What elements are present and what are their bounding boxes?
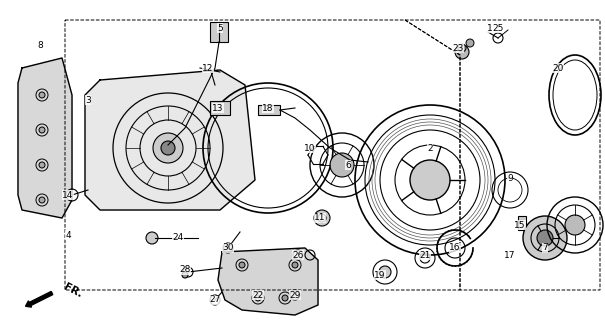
Text: 12: 12 xyxy=(202,63,214,73)
Circle shape xyxy=(466,39,474,47)
Circle shape xyxy=(39,162,45,168)
Text: 28: 28 xyxy=(179,266,191,275)
Text: 23: 23 xyxy=(453,44,463,52)
Text: FR.: FR. xyxy=(62,282,84,300)
Text: 13: 13 xyxy=(212,103,224,113)
Text: 6: 6 xyxy=(345,161,351,170)
Circle shape xyxy=(282,295,288,301)
Circle shape xyxy=(153,133,183,163)
Text: 30: 30 xyxy=(222,244,234,252)
Circle shape xyxy=(255,295,261,301)
Text: 18: 18 xyxy=(262,103,273,113)
Circle shape xyxy=(314,210,330,226)
Polygon shape xyxy=(18,58,72,218)
Circle shape xyxy=(458,44,466,52)
Text: 22: 22 xyxy=(252,291,264,300)
Text: 25: 25 xyxy=(492,23,504,33)
Circle shape xyxy=(455,45,469,59)
Text: 19: 19 xyxy=(374,270,386,279)
FancyArrow shape xyxy=(25,292,53,307)
Text: 3: 3 xyxy=(85,95,91,105)
Circle shape xyxy=(239,262,245,268)
Circle shape xyxy=(537,230,553,246)
Text: 20: 20 xyxy=(552,63,564,73)
Text: 5: 5 xyxy=(217,23,223,33)
Circle shape xyxy=(182,272,188,278)
Text: 8: 8 xyxy=(37,41,43,50)
Text: 14: 14 xyxy=(62,190,74,199)
Text: 27: 27 xyxy=(209,295,221,305)
Bar xyxy=(210,101,230,115)
Text: 4: 4 xyxy=(65,230,71,239)
Text: 16: 16 xyxy=(450,244,461,252)
Polygon shape xyxy=(85,70,255,210)
Text: 1: 1 xyxy=(487,23,493,33)
Text: 10: 10 xyxy=(304,143,316,153)
Text: 21: 21 xyxy=(419,251,431,260)
Bar xyxy=(258,105,280,115)
Text: 11: 11 xyxy=(314,213,325,222)
Circle shape xyxy=(39,197,45,203)
Circle shape xyxy=(223,243,233,253)
Circle shape xyxy=(523,216,567,260)
Text: 17: 17 xyxy=(504,251,515,260)
Circle shape xyxy=(146,232,158,244)
Circle shape xyxy=(330,153,354,177)
Bar xyxy=(518,216,526,230)
Text: 24: 24 xyxy=(172,234,184,243)
Circle shape xyxy=(565,215,585,235)
Text: 29: 29 xyxy=(289,291,301,300)
Bar xyxy=(210,22,228,42)
Circle shape xyxy=(161,141,175,155)
Circle shape xyxy=(379,266,391,278)
Text: 9: 9 xyxy=(507,173,513,182)
Circle shape xyxy=(39,127,45,133)
Text: 7: 7 xyxy=(542,244,548,252)
Circle shape xyxy=(410,160,450,200)
Text: 15: 15 xyxy=(514,220,526,229)
Text: 2: 2 xyxy=(427,143,433,153)
Circle shape xyxy=(290,290,300,300)
Text: 26: 26 xyxy=(292,251,304,260)
Circle shape xyxy=(39,92,45,98)
Circle shape xyxy=(292,262,298,268)
Polygon shape xyxy=(218,248,318,315)
